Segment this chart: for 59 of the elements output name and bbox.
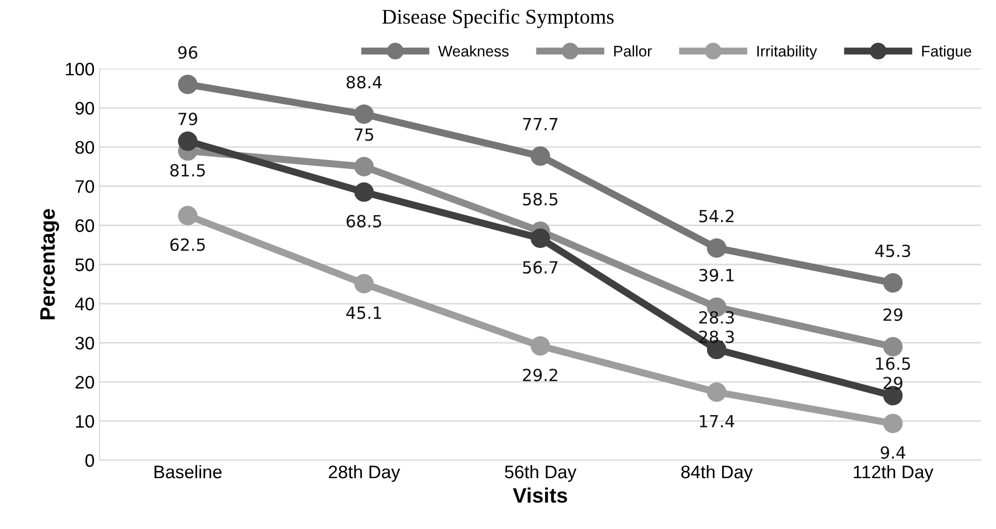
y-tick-label: 40 (75, 298, 94, 310)
x-tick-label: 56th Day (504, 465, 576, 482)
legend-label: Weakness (438, 45, 509, 57)
y-tick-label: 10 (76, 415, 94, 428)
data-label: 77.7 (523, 118, 558, 130)
y-tick-label: 80 (75, 140, 94, 154)
annotation: 28.3 (699, 311, 734, 324)
data-label: 75 (354, 128, 374, 141)
y-tick-label: 50 (75, 258, 94, 272)
data-label: 16.5 (876, 357, 910, 370)
data-label: 58.5 (523, 192, 558, 206)
data-label: 96 (178, 46, 198, 59)
y-tick-label: 70 (76, 180, 94, 193)
data-label: 79 (178, 112, 198, 126)
y-tick-label: 90 (76, 102, 94, 115)
point (883, 336, 903, 356)
legend-label: Pallor (614, 45, 652, 57)
point (178, 206, 198, 226)
data-label: 9.4 (880, 446, 906, 459)
point (178, 131, 198, 151)
y-tick-label: 20 (76, 376, 94, 389)
x-tick-label: 84th Day (681, 465, 753, 482)
data-label: 29.2 (522, 368, 558, 382)
point (530, 228, 550, 248)
data-label: 29 (884, 308, 902, 321)
point (354, 274, 374, 294)
y-axis-title: Percentage (40, 209, 60, 320)
data-label: 39.1 (699, 268, 734, 282)
x-tick-label: 112th Day (854, 465, 934, 482)
point (354, 156, 374, 176)
x-axis-title: Visits (512, 487, 568, 503)
data-label: 45.3 (875, 244, 910, 258)
data-label: 17.4 (700, 415, 734, 428)
legend-label: Irritability (757, 45, 818, 60)
point (706, 238, 726, 258)
x-tick-label: 28th Day (328, 465, 400, 482)
data-label: 54.2 (699, 210, 734, 222)
point (883, 414, 903, 434)
point (354, 182, 374, 202)
y-tick-label: 30 (75, 336, 94, 350)
chart-title: Disease Specific Symptoms (382, 8, 614, 28)
y-tick-label: 60 (76, 219, 94, 232)
point (530, 336, 550, 356)
point (883, 273, 903, 293)
y-tick-label: 100 (66, 62, 94, 76)
point (530, 146, 550, 166)
annotation: 29 (884, 376, 902, 390)
data-label: 56.7 (523, 261, 558, 274)
x-tick-label: Baseline (154, 465, 222, 478)
point (178, 74, 198, 94)
data-label: 88.4 (346, 76, 382, 88)
data-label: 45.1 (346, 306, 382, 320)
legend-label: Fatigue (922, 45, 972, 60)
point (706, 382, 726, 402)
data-label: 68.5 (346, 214, 382, 228)
data-label: 81.5 (170, 164, 205, 177)
point (354, 104, 374, 124)
y-tick-label: 0 (85, 454, 94, 467)
data-label: 62.5 (170, 238, 205, 251)
